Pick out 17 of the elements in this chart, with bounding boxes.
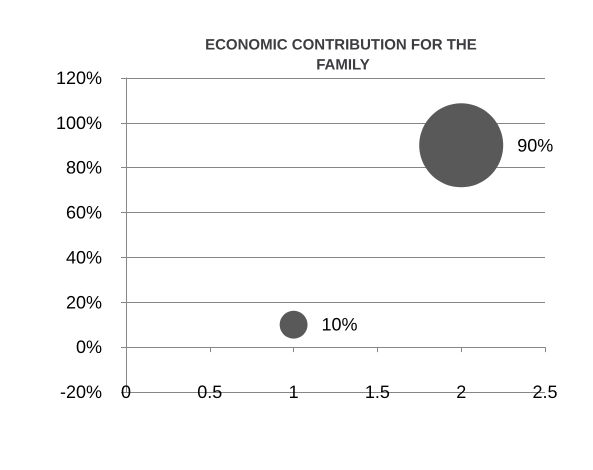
x-tick-label: 0: [120, 382, 132, 402]
y-tick-label: 20%: [66, 292, 102, 312]
data-label: 90%: [517, 135, 554, 156]
x-tick-label: 2: [456, 382, 466, 402]
y-tick-label: 40%: [66, 247, 102, 268]
x-tick-label: 2.5: [532, 382, 558, 402]
x-tick-label: 1: [288, 382, 299, 402]
y-tick-label: -20%: [60, 382, 102, 402]
data-label: 10%: [322, 314, 358, 335]
x-tick-label: 0.5: [197, 382, 222, 402]
x-tick-label: 1.5: [364, 382, 390, 402]
y-tick-label: 0%: [76, 337, 102, 358]
y-tick-label: 100%: [56, 112, 102, 133]
chart-title: ECONOMIC CONTRIBUTION FOR THE FAMILY: [205, 36, 481, 74]
y-tick-label: 60%: [66, 202, 102, 223]
y-tick-label: 80%: [66, 158, 102, 178]
y-tick-label: 120%: [56, 68, 102, 88]
